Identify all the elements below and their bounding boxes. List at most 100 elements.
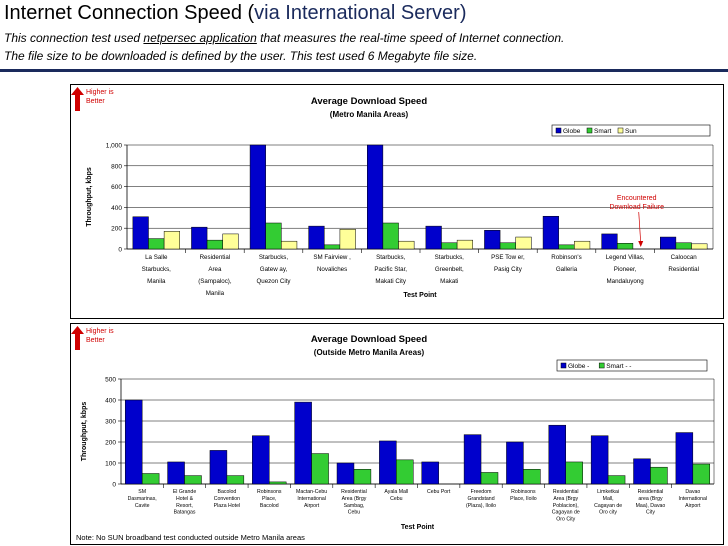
x-tick-label: La Salle: [145, 254, 168, 261]
x-tick-label: Bacolod: [218, 489, 237, 495]
description-text-end: that measures the real-time speed of Int…: [256, 31, 565, 45]
annotation-arrow-head: [638, 241, 644, 247]
y-tick-label: 800: [111, 163, 122, 170]
bar-sun: [398, 240, 415, 250]
title-via-text: via International Server: [254, 2, 460, 24]
x-tick-label: Oro City: [556, 516, 575, 522]
x-tick-label: City: [646, 510, 655, 516]
bar-smart: [565, 461, 583, 485]
x-tick-label: Residential: [668, 266, 699, 273]
y-tick-label: 200: [105, 440, 116, 447]
x-tick-label: Makati City: [375, 278, 407, 285]
x-tick-label: Oro city: [599, 510, 617, 516]
bar-smart: [141, 473, 160, 485]
bar-globe: [167, 461, 185, 485]
bar-smart: [184, 475, 202, 485]
bar-globe: [548, 424, 566, 485]
x-tick-label: Cebu Port: [427, 489, 451, 495]
bar-smart: [206, 239, 223, 250]
bar-globe: [633, 458, 651, 485]
x-tick-label: Freedom: [471, 489, 492, 495]
x-tick-label: Plaza Hotel: [214, 503, 241, 509]
x-tick-label: Ayala Mall: [384, 489, 408, 495]
x-tick-label: Airport: [304, 503, 320, 509]
x-tick-label: Residential: [553, 489, 579, 495]
footnote: Note: No SUN broadband test conducted ou…: [76, 533, 305, 542]
bar-globe: [124, 399, 143, 485]
x-tick-label: Airport: [685, 503, 701, 509]
x-tick-label: Starbucks,: [435, 254, 465, 261]
bar-sun: [281, 240, 298, 250]
bar-smart: [269, 481, 287, 485]
x-tick-label: Robinsons: [511, 489, 536, 495]
bar-smart: [607, 475, 626, 485]
description-line-1: This connection test used netpersec appl…: [4, 31, 564, 45]
x-tick-label: Grandstand: [467, 496, 494, 502]
bar-smart: [382, 222, 399, 250]
description-line-2: The file size to be downloaded is define…: [4, 49, 478, 63]
x-tick-label: Residential: [200, 254, 231, 261]
x-axis-label: Test Point: [403, 292, 437, 299]
bar-smart: [226, 475, 245, 485]
x-tick-label: SM Fairview ,: [313, 254, 351, 261]
bar-globe: [590, 435, 609, 485]
x-tick-label: Manila: [206, 290, 225, 297]
x-tick-label: PSE Tow er,: [491, 254, 525, 261]
higher-arrow-shaft: [75, 95, 80, 111]
bar-smart: [499, 242, 516, 250]
x-tick-label: Batangas: [174, 510, 196, 516]
higher-is-better-label: Better: [86, 98, 105, 105]
higher-arrow-head: [71, 326, 84, 334]
x-tick-label: International: [679, 496, 708, 502]
bar-globe: [675, 432, 694, 485]
legend-swatch: [598, 362, 605, 369]
bar-globe: [484, 230, 501, 250]
legend-label: Smart - -: [606, 363, 631, 370]
x-tick-label: Residential: [638, 489, 664, 495]
bar-smart: [480, 472, 499, 485]
x-tick-label: Mandaluyong: [607, 278, 645, 285]
bar-globe: [367, 144, 384, 250]
y-tick-label: 200: [111, 226, 122, 233]
x-tick-label: (Sampaloc),: [198, 278, 232, 285]
y-axis-label: Throughput, kbps: [86, 167, 93, 227]
bar-globe: [191, 226, 208, 250]
legend-label: Globe -: [568, 363, 589, 370]
x-tick-label: Area (Brgy: [342, 496, 367, 502]
bar-sun: [339, 228, 356, 250]
x-tick-label: Caloocan: [671, 254, 698, 261]
bar-smart: [353, 469, 372, 485]
x-tick-label: Poblacion),: [553, 503, 579, 509]
bar-globe: [308, 225, 325, 250]
x-tick-label: area (Brgy: [638, 496, 663, 502]
chart-subtitle: (Metro Manila Areas): [330, 110, 409, 119]
x-tick-label: Mall,: [603, 496, 614, 502]
x-axis-label: Test Point: [401, 524, 435, 531]
annotation-text: Encountered: [617, 195, 657, 202]
x-tick-label: Robinson's: [551, 254, 581, 261]
bar-sun: [222, 233, 239, 250]
y-tick-label: 400: [111, 205, 122, 212]
bar-sun: [691, 243, 708, 250]
bar-smart: [396, 459, 414, 485]
chart-panel-outside-metro: Higher is Better Average Download Speed (Ou…: [70, 323, 724, 545]
x-tick-label: Cagayan de: [594, 503, 622, 509]
bar-smart: [650, 466, 668, 485]
bar-smart: [311, 453, 329, 485]
bar-globe: [601, 233, 618, 250]
x-tick-label: Place, Iloilo: [510, 496, 537, 502]
annotation-text: Download Failure: [609, 204, 664, 211]
annotation-arrow: [638, 211, 642, 244]
bar-sun: [456, 239, 473, 250]
legend-swatch: [617, 127, 624, 134]
bar-smart: [675, 242, 692, 250]
description-text: This connection test used: [4, 31, 144, 45]
netpersec-link[interactable]: netpersec application: [143, 31, 257, 45]
x-tick-label: Legend Villas,: [606, 254, 645, 261]
page-title: Internet Connection Speed (via Internati…: [4, 2, 467, 25]
x-tick-label: Robinsons: [257, 489, 282, 495]
bar-globe: [425, 225, 442, 250]
chart-title: Average Download Speed: [311, 96, 428, 107]
legend-swatch: [560, 362, 567, 369]
x-tick-label: Area (Brgy: [553, 496, 578, 502]
